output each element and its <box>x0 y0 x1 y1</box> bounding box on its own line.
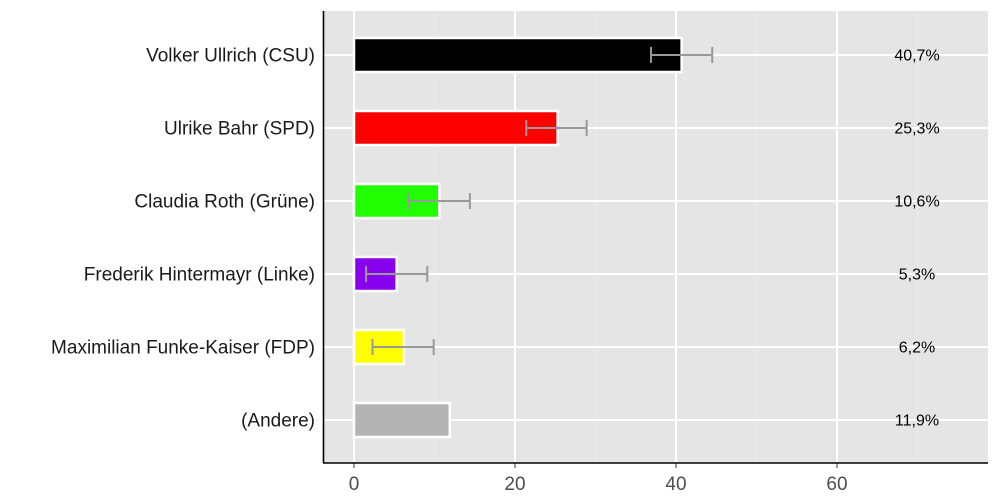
error-bar <box>525 120 588 136</box>
category-label: Frederik Hintermayr (Linke) <box>84 265 315 286</box>
category-label: (Andere) <box>241 411 315 432</box>
value-label: 25,3% <box>894 121 939 138</box>
error-bar <box>371 339 435 355</box>
tick-label: 60 <box>826 474 847 495</box>
error-bar <box>407 193 471 209</box>
category-label: Volker Ullrich (CSU) <box>146 46 315 67</box>
category-labels: Volker Ullrich (CSU) Ulrike Bahr (SPD) Cla… <box>51 46 315 432</box>
value-label: 6,2% <box>899 340 935 357</box>
value-label: 10,6% <box>894 194 939 211</box>
tick-label: 20 <box>504 474 525 495</box>
x-axis-ticks: 0 20 40 60 <box>349 463 848 495</box>
category-label: Maximilian Funke-Kaiser (FDP) <box>51 338 315 359</box>
category-label: Ulrike Bahr (SPD) <box>164 119 315 140</box>
tick-label: 40 <box>665 474 686 495</box>
error-bars <box>365 47 714 355</box>
value-label: 5,3% <box>899 267 935 284</box>
value-labels: 40,7% 25,3% 10,6% 5,3% 6,2% 11,9% <box>894 48 939 430</box>
value-label: 11,9% <box>895 413 939 430</box>
value-label: 40,7% <box>894 48 939 65</box>
error-bar <box>650 47 714 63</box>
plot-panel <box>324 11 988 463</box>
error-bar <box>365 266 429 282</box>
category-label: Claudia Roth (Grüne) <box>134 192 315 213</box>
bar <box>352 36 683 74</box>
bar <box>352 401 452 439</box>
tick-label: 0 <box>349 474 360 495</box>
